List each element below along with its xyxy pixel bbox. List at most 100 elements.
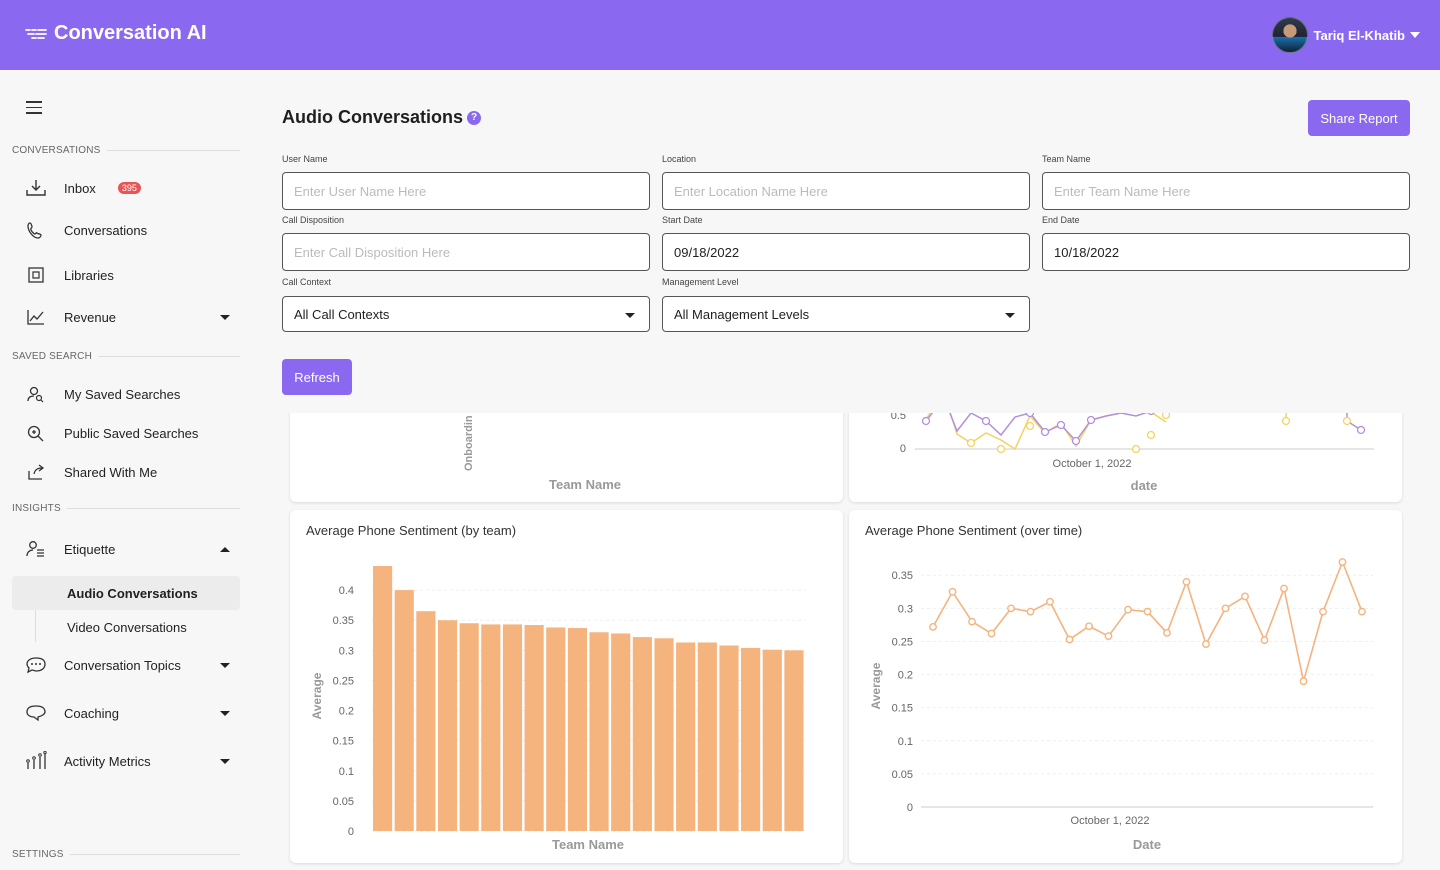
team-name-input[interactable] — [1042, 172, 1410, 210]
end-date-input[interactable] — [1042, 233, 1410, 271]
bar[interactable] — [589, 632, 609, 831]
sidebar-item-libraries[interactable]: Libraries — [12, 258, 240, 292]
bar[interactable] — [502, 624, 523, 831]
call-context-select[interactable]: All Call Contexts — [282, 296, 650, 332]
page-title-text: Audio Conversations — [282, 107, 464, 127]
bar[interactable] — [481, 624, 501, 831]
sidebar-item-public-saved-searches[interactable]: Public Saved Searches — [12, 416, 240, 450]
sliders-icon — [24, 751, 48, 771]
sidebar-item-label: Etiquette — [64, 541, 116, 557]
start-date-input[interactable] — [662, 233, 1030, 271]
data-point[interactable] — [1358, 607, 1366, 616]
sidebar-item-conversations[interactable]: Conversations — [12, 213, 240, 247]
management-level-label: Management Level — [662, 277, 739, 287]
call-disposition-input[interactable] — [282, 233, 650, 271]
sidebar-item-label: Activity Metrics — [64, 753, 151, 769]
brand[interactable]: Conversation AI — [24, 22, 207, 45]
sidebar-item-audio-conversations[interactable]: Audio Conversations — [12, 576, 240, 610]
data-point[interactable] — [1007, 604, 1015, 613]
bar[interactable] — [524, 625, 544, 831]
bar[interactable] — [567, 628, 587, 831]
data-point[interactable] — [1143, 607, 1152, 616]
bar[interactable] — [394, 590, 414, 831]
team-tick-label: Onboardin — [463, 415, 475, 471]
data-point[interactable] — [1260, 636, 1269, 645]
data-point[interactable] — [1046, 597, 1054, 606]
data-point[interactable] — [1026, 607, 1035, 616]
menu-icon[interactable] — [26, 101, 42, 115]
user-menu[interactable]: Tariq El-Khatib — [1271, 17, 1420, 53]
x-tick-label: October 1, 2022 — [1053, 458, 1132, 470]
share-report-button[interactable]: Share Report — [1308, 100, 1410, 136]
sidebar-item-coaching[interactable]: Coaching — [12, 696, 240, 730]
charts-scroll-area[interactable]: Onboardin Team Name 0.5 0 October 1, 202… — [282, 413, 1412, 870]
data-point[interactable] — [1319, 607, 1327, 616]
sidebar: CONVERSATIONS Inbox 395 Conversations Li… — [0, 70, 252, 870]
management-level-value: All Management Levels — [674, 306, 810, 322]
data-point[interactable] — [987, 629, 996, 638]
bar[interactable] — [416, 611, 436, 831]
data-point[interactable] — [968, 617, 976, 626]
inbox-count-badge: 395 — [117, 182, 141, 194]
call-disposition-label: Call Disposition — [282, 215, 345, 225]
user-search-icon — [24, 384, 48, 404]
call-context-label: Call Context — [282, 277, 332, 287]
sidebar-item-etiquette[interactable]: Etiquette — [12, 532, 240, 566]
phone-icon — [24, 220, 48, 240]
bar[interactable] — [719, 645, 739, 831]
data-point[interactable] — [1280, 584, 1288, 593]
data-point[interactable] — [1241, 592, 1249, 601]
sidebar-item-my-saved-searches[interactable]: My Saved Searches — [12, 377, 240, 411]
bar[interactable] — [697, 642, 717, 831]
bar[interactable] — [373, 566, 393, 831]
y-tick-label: 0.1 — [339, 766, 354, 778]
bar[interactable] — [611, 633, 631, 831]
y-tick-label: 0.25 — [892, 636, 913, 648]
data-point[interactable] — [1182, 577, 1191, 586]
refresh-button[interactable]: Refresh — [282, 359, 352, 395]
bar[interactable] — [437, 620, 458, 831]
data-point[interactable] — [1104, 632, 1113, 641]
sidebar-item-inbox[interactable]: Inbox 395 — [12, 171, 240, 205]
location-input[interactable] — [662, 172, 1030, 210]
data-point[interactable] — [1085, 622, 1093, 631]
sidebar-item-video-conversations[interactable]: Video Conversations — [67, 619, 187, 635]
data-point[interactable] — [1299, 677, 1308, 686]
bar[interactable] — [741, 647, 761, 831]
data-point[interactable] — [1221, 604, 1230, 613]
chevron-down-icon — [220, 315, 230, 320]
sidebar-item-conversation-topics[interactable]: Conversation Topics — [12, 648, 240, 682]
top-bar: Conversation AI Tariq El-Khatib — [0, 0, 1440, 70]
sidebar-item-label: Shared With Me — [64, 464, 158, 480]
sidebar-item-revenue[interactable]: Revenue — [12, 300, 240, 334]
data-point[interactable] — [948, 587, 957, 596]
chevron-down-icon — [220, 711, 230, 716]
data-point[interactable] — [1163, 628, 1171, 637]
bar[interactable] — [459, 623, 479, 831]
sidebar-item-activity-metrics[interactable]: Activity Metrics — [12, 744, 240, 778]
library-icon — [24, 265, 48, 285]
user-name-input[interactable] — [282, 172, 650, 210]
section-settings: SETTINGS — [12, 849, 240, 860]
data-point[interactable] — [1202, 640, 1210, 649]
data-point[interactable] — [929, 622, 937, 631]
y-tick-label: 0.3 — [339, 645, 354, 657]
data-point[interactable] — [1338, 558, 1347, 566]
data-point[interactable] — [1065, 635, 1074, 644]
management-level-select[interactable]: All Management Levels — [662, 296, 1030, 332]
bar[interactable] — [784, 650, 804, 831]
data-point[interactable] — [1124, 605, 1132, 614]
user-list-icon — [24, 539, 48, 559]
bar[interactable] — [546, 627, 566, 831]
chart-title: Average Phone Sentiment (by team) — [306, 523, 517, 538]
x-axis-label: Team Name — [549, 477, 621, 492]
logo-icon — [25, 28, 47, 39]
chevron-down-icon — [1410, 32, 1420, 38]
bar[interactable] — [654, 638, 674, 831]
help-icon[interactable]: ? — [467, 110, 482, 125]
bar[interactable] — [632, 637, 652, 831]
bar[interactable] — [762, 649, 782, 831]
x-axis-label: Date — [1133, 837, 1161, 852]
bar[interactable] — [676, 642, 696, 831]
sidebar-item-shared-with-me[interactable]: Shared With Me — [12, 455, 240, 489]
